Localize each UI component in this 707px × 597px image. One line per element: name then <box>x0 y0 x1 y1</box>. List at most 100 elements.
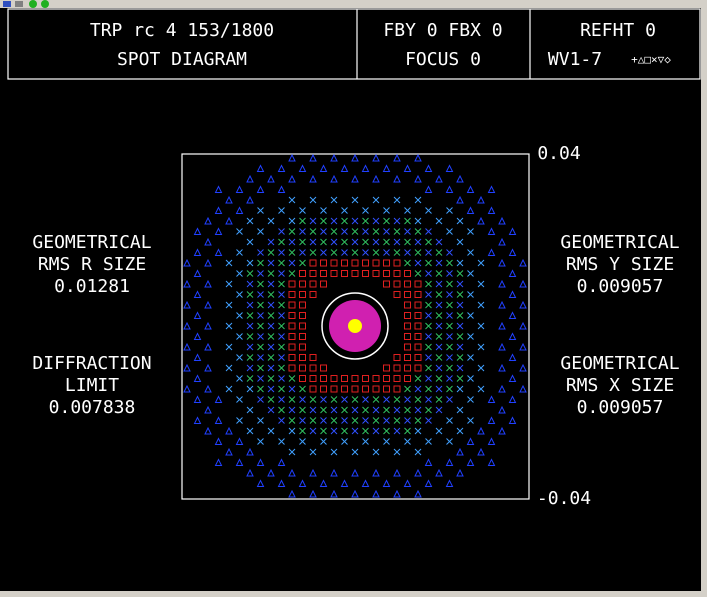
spot <box>414 291 422 298</box>
spot <box>383 238 390 246</box>
spot <box>288 153 296 162</box>
spot <box>351 406 359 414</box>
spot <box>362 228 369 235</box>
spot <box>477 364 485 372</box>
spot <box>414 427 422 435</box>
spot <box>257 385 264 393</box>
spot <box>425 228 432 235</box>
spot <box>446 270 453 277</box>
spot <box>236 396 243 403</box>
spot <box>393 196 401 204</box>
spot <box>288 322 296 330</box>
spot <box>299 375 306 382</box>
spot <box>456 447 464 456</box>
spot <box>309 385 317 393</box>
spot <box>309 196 317 204</box>
spot <box>456 280 464 288</box>
spot <box>235 185 244 193</box>
spot <box>477 216 485 225</box>
spot <box>204 279 212 288</box>
spot <box>225 322 233 330</box>
spot <box>362 207 369 214</box>
spot <box>508 248 517 256</box>
spot <box>404 354 411 361</box>
spot <box>487 395 496 403</box>
spot <box>309 280 317 288</box>
spot <box>487 227 496 235</box>
spot <box>456 322 464 330</box>
stat-line2: RMS R SIZE <box>38 254 146 275</box>
spot <box>404 417 411 424</box>
spot <box>214 437 223 445</box>
spot <box>235 458 244 466</box>
spot <box>404 217 411 225</box>
stat-line1: GEOMETRICAL <box>560 232 679 253</box>
spot <box>299 312 306 319</box>
spot <box>508 269 517 277</box>
spot <box>246 291 254 298</box>
spot <box>341 217 348 225</box>
spot <box>267 322 275 330</box>
spot <box>309 417 317 424</box>
spot <box>225 301 233 309</box>
spot <box>193 374 202 382</box>
spot <box>341 375 348 382</box>
tool-icon[interactable] <box>29 0 37 8</box>
spot <box>425 343 432 351</box>
spot <box>288 448 296 456</box>
spot <box>288 280 296 288</box>
spot <box>257 396 264 403</box>
spot <box>183 300 191 309</box>
spot <box>246 427 254 435</box>
spot <box>393 406 401 414</box>
spot <box>498 405 506 414</box>
spot <box>256 479 265 487</box>
spot <box>257 291 264 298</box>
header-frame <box>7 8 701 80</box>
spot <box>214 458 223 466</box>
spot <box>257 280 264 288</box>
spot <box>246 217 254 225</box>
tool-icon[interactable] <box>15 1 23 7</box>
spot <box>299 354 306 361</box>
spot <box>445 479 454 487</box>
spot <box>257 343 264 351</box>
spot <box>362 406 369 414</box>
spot <box>425 364 432 372</box>
spot <box>288 301 296 309</box>
spot <box>372 249 380 256</box>
spot <box>425 333 432 340</box>
spot <box>435 427 443 435</box>
spot <box>508 290 517 298</box>
spot <box>267 280 275 288</box>
spot <box>320 270 327 277</box>
spot <box>320 438 327 445</box>
spot <box>414 375 422 382</box>
spot <box>498 384 506 393</box>
header-wavelengths: WV1-7 <box>548 49 602 70</box>
spot <box>498 426 506 435</box>
spot <box>456 312 464 319</box>
tool-icon[interactable] <box>41 0 49 8</box>
spot <box>467 228 474 235</box>
spot <box>435 301 443 309</box>
spot <box>246 270 254 277</box>
spot <box>404 228 411 235</box>
spot <box>246 447 254 456</box>
spot <box>372 174 380 183</box>
spot <box>351 468 359 477</box>
spot <box>299 228 306 235</box>
spot <box>351 238 359 246</box>
spot <box>204 405 212 414</box>
spot <box>193 395 202 403</box>
spot <box>519 363 527 372</box>
tool-icon[interactable] <box>3 1 11 7</box>
spot <box>277 458 286 466</box>
spot <box>477 385 485 393</box>
spot <box>246 238 254 246</box>
spot <box>299 343 306 351</box>
spot <box>288 291 296 298</box>
spot <box>362 417 369 424</box>
plot-frame <box>181 153 530 500</box>
spot <box>341 427 348 435</box>
